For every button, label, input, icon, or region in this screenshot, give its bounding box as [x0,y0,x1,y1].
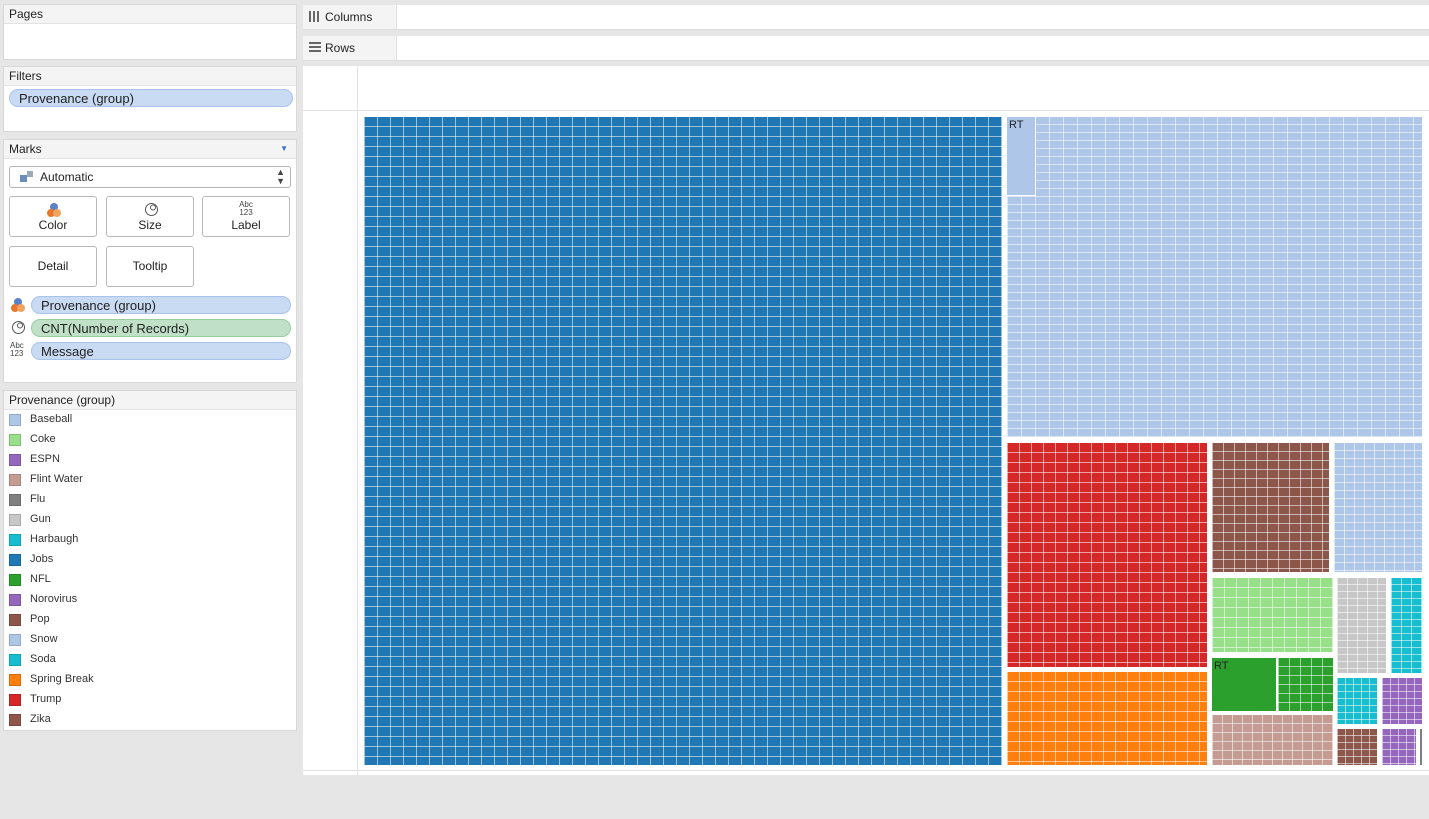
treemap-block-harbaugh[interactable] [1390,577,1423,674]
legend-label: Jobs [30,553,54,565]
treemap-block-flu[interactable] [1419,728,1423,766]
treemap[interactable] [303,66,1429,775]
legend-label: Flint Water [30,473,83,485]
tooltip-button[interactable]: Tooltip [106,246,194,287]
mark-type-icon [20,171,33,182]
legend-label: NFL [30,573,51,585]
filters-title: Filters [4,67,296,86]
legend-swatch [9,694,21,706]
filter-pill-provenance[interactable]: Provenance (group) [9,89,293,107]
size-button[interactable]: Size [106,196,194,237]
treemap-block-soda[interactable] [1336,677,1378,725]
footer-rule [303,770,1429,771]
legend-swatch [9,494,21,506]
tooltip-button-label: Tooltip [132,259,168,273]
legend-card[interactable]: Provenance (group) Baseball Coke ESPN Flint… [3,390,297,731]
treemap-block-pop[interactable] [1336,728,1378,766]
legend-swatch [9,674,21,686]
viz-area[interactable]: RT RT [303,66,1429,775]
legend-label: Snow [30,633,58,645]
legend-swatch [9,574,21,586]
rt-label-nfl: RT [1214,660,1229,672]
size-button-label: Size [138,218,162,232]
treemap-block-espn[interactable] [1381,677,1423,725]
legend-swatch [9,454,21,466]
pages-card[interactable]: Pages [3,4,297,60]
marks-title: Marks ▼ [4,140,296,159]
legend-swatch [9,534,21,546]
size-field-icon [12,321,25,334]
pages-title: Pages [4,5,296,24]
color-icon [47,203,61,217]
columns-text: Columns [325,10,373,24]
columns-icon [309,11,319,22]
marks-field-provenance[interactable]: Provenance (group) [31,296,291,314]
label-button-label: Label [231,218,261,232]
marks-field-count[interactable]: CNT(Number of Records) [31,319,291,337]
size-icon [145,203,158,216]
legend-swatch [9,714,21,726]
rows-icon [309,42,321,52]
treemap-cell-nfl-rest[interactable] [1277,657,1334,712]
header-divider [357,66,358,775]
rows-shelf-label: Rows [303,36,397,60]
treemap-block-jobs[interactable] [363,116,1003,766]
legend-label: ESPN [30,453,60,465]
color-field-icon [11,298,25,312]
treemap-cell-nfl-main[interactable] [1211,657,1277,712]
marks-card[interactable]: Marks ▼ Automatic ▲ ▼ Color Size Abc 123 … [3,139,297,383]
treemap-block-flint-water[interactable] [1211,714,1334,766]
legend-swatch [9,514,21,526]
legend-label: Spring Break [30,673,94,685]
legend-swatch [9,414,21,426]
select-arrows-icon: ▲ ▼ [276,167,285,186]
legend-label: Baseball [30,413,73,425]
label-field-icon: Abc 123 [10,341,24,358]
treemap-block-trump[interactable] [1006,442,1208,668]
legend-swatch [9,634,21,646]
legend-label: Harbaugh [30,533,79,545]
legend-swatch [9,654,21,666]
legend-label: Norovirus [30,593,78,605]
treemap-block-norovirus[interactable] [1381,728,1417,766]
columns-shelf[interactable]: Columns [303,5,1429,30]
label-button[interactable]: Abc 123 Label [202,196,290,237]
detail-button-label: Detail [37,259,69,273]
treemap-block-coke[interactable] [1211,577,1334,653]
mark-type-select[interactable]: Automatic ▲ ▼ [9,166,291,188]
marks-menu-icon[interactable]: ▼ [280,144,288,153]
treemap-block-zika[interactable] [1211,442,1330,573]
legend-label: Zika [30,713,51,725]
legend-swatch [9,474,21,486]
color-button[interactable]: Color [9,196,97,237]
treemap-block-spring-break[interactable] [1006,671,1208,766]
treemap-block-gun[interactable] [1336,577,1387,674]
rows-shelf[interactable]: Rows [303,36,1429,61]
legend-label: Soda [30,653,56,665]
marks-field-message[interactable]: Message [31,342,291,360]
detail-button[interactable]: Detail [9,246,97,287]
filters-card[interactable]: Filters Provenance (group) [3,66,297,132]
legend-swatch [9,434,21,446]
legend-label: Pop [30,613,50,625]
legend-swatch [9,594,21,606]
legend-label: Flu [30,493,46,505]
legend-swatch [9,554,21,566]
mark-type-label: Automatic [40,170,94,184]
treemap-cell-baseball-rt[interactable] [1006,116,1036,196]
marks-title-text: Marks [9,142,42,156]
treemap-block-snow[interactable] [1333,442,1423,573]
label-icon: Abc 123 [239,200,253,217]
treemap-block-baseball[interactable] [1006,116,1423,438]
legend-label: Trump [30,693,62,705]
columns-shelf-label: Columns [303,5,397,29]
legend-title: Provenance (group) [4,391,296,410]
color-button-label: Color [38,218,68,232]
rows-text: Rows [325,41,356,55]
legend-swatch [9,614,21,626]
legend-label: Coke [30,433,56,445]
legend-label: Gun [30,513,51,525]
rt-label-baseball: RT [1009,119,1024,131]
header-rule [303,110,1429,111]
